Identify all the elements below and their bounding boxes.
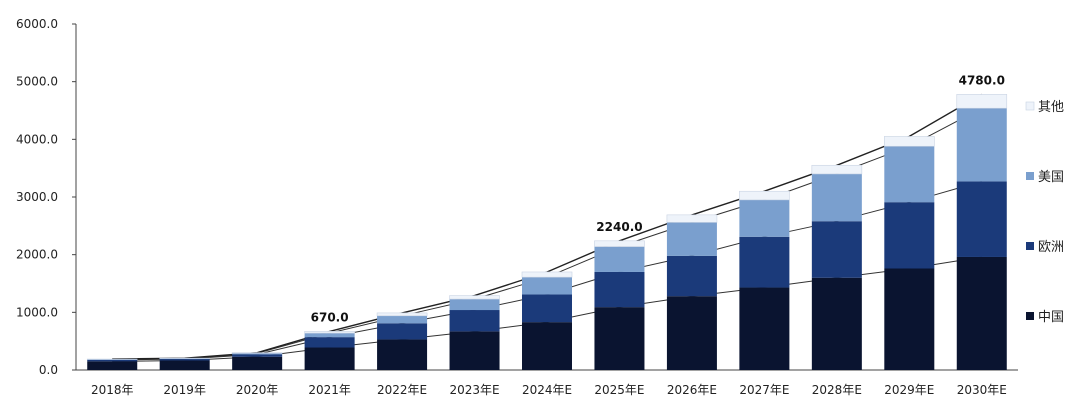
x-tick-label: 2020年 [236,383,279,397]
bar-segment [450,299,500,310]
bar-segment [87,360,137,361]
bar-segment [305,333,355,337]
legend-label: 美国 [1038,170,1064,185]
data-label: 2240.0 [596,220,642,234]
bar-segment [957,257,1007,370]
x-tick-label: 2019年 [163,383,206,397]
x-tick-label: 2030年E [957,383,1007,397]
bar-segment [377,313,427,316]
legend-swatch [1026,172,1034,180]
bar-segment [594,247,644,272]
bar-segment [232,354,282,356]
bar-segment [739,200,789,237]
y-tick-label: 2000.0 [16,248,58,262]
y-axis: 0.0 1000.0 2000.0 3000.0 4000.0 5000.0 6000.0 [16,17,76,377]
legend-swatch [1026,242,1034,250]
bar-segment [377,316,427,323]
x-tick-label: 2023年E [449,383,499,397]
x-tick-label: 2022年E [377,383,427,397]
bar-segment [667,256,717,296]
bar-segment [812,165,862,174]
bar-segment [667,296,717,370]
bar-segment [957,181,1007,257]
x-tick-label: 2018年 [91,383,134,397]
bar-segment [812,174,862,221]
data-label: 670.0 [311,310,349,324]
bar-segment [232,353,282,354]
bar-segment [450,296,500,299]
bar-segment [812,221,862,278]
bar-segment [957,108,1007,181]
bar-segment [232,357,282,370]
bars [87,94,1007,370]
legend-label: 中国 [1038,310,1064,325]
bar-segment [594,241,644,247]
legend-swatch [1026,102,1034,110]
bar-segment [667,215,717,222]
x-tick-label: 2029年E [884,383,934,397]
bar-segment [739,288,789,370]
bar-segment [957,94,1007,108]
legend-swatch [1026,312,1034,320]
y-tick-label: 3000.0 [16,190,58,204]
bar-segment [884,269,934,370]
x-tick-label: 2021年 [308,383,351,397]
y-tick-label: 4000.0 [16,132,58,146]
bar-segment [305,348,355,370]
bar-segment [87,361,137,370]
bar-segment [594,272,644,307]
y-tick-label: 6000.0 [16,17,58,31]
bar-segment [160,359,210,360]
bar-segment [812,278,862,370]
bar-segment [522,294,572,322]
x-tick-label: 2027年E [739,383,789,397]
bar-segment [377,339,427,370]
bar-segment [522,277,572,294]
data-label: 4780.0 [959,73,1005,87]
y-tick-label: 0.0 [39,363,58,377]
bar-segment [450,310,500,331]
y-tick-label: 5000.0 [16,75,58,89]
x-tick-label: 2026年E [667,383,717,397]
bar-segment [305,331,355,333]
bar-segment [884,202,934,268]
legend-label: 欧洲 [1038,240,1064,255]
bar-segment [884,136,934,146]
bar-segment [305,337,355,347]
bar-segment [522,322,572,370]
bar-segment [450,331,500,370]
bar-segment [377,323,427,339]
x-tick-label: 2024年E [522,383,572,397]
bar-segment [522,272,572,277]
legend-label: 其他 [1038,100,1064,115]
bar-segment [739,191,789,200]
bar-segment [160,360,210,370]
y-tick-label: 1000.0 [16,305,58,319]
x-tick-label: 2025年E [594,383,644,397]
x-axis: 2018年 2019年 2020年 2021年 2022年E 2023年E 2024年E 20… [76,370,1018,397]
bar-segment [884,146,934,202]
x-tick-label: 2028年E [812,383,862,397]
bar-segment [739,237,789,288]
bar-segment [667,222,717,255]
bar-segment [594,307,644,370]
